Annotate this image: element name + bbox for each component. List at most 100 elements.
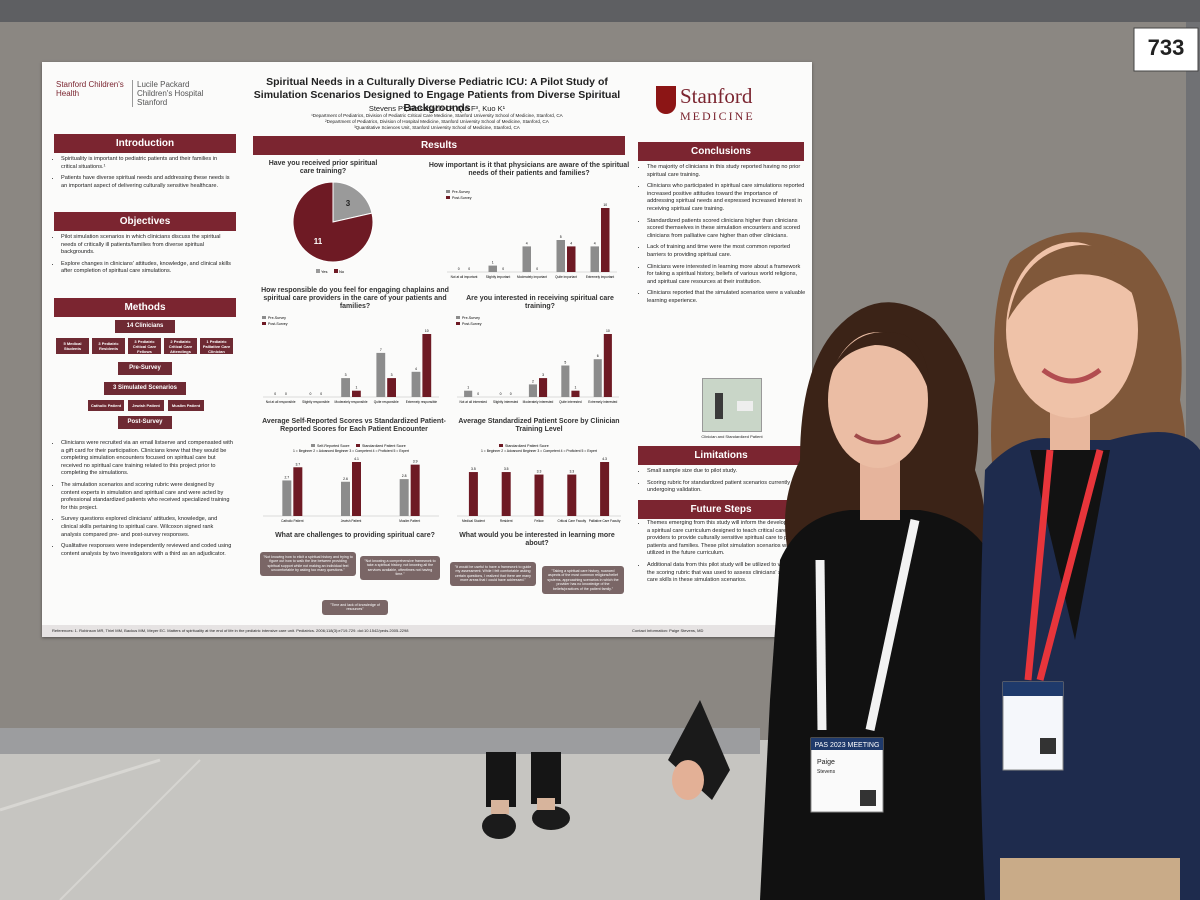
pant-leg bbox=[486, 752, 516, 807]
value-label: 3.5 bbox=[504, 467, 509, 471]
bar bbox=[282, 480, 292, 516]
category-label: Fellow bbox=[534, 519, 544, 523]
section-heading: Results bbox=[253, 136, 625, 155]
value-label: 5 bbox=[564, 361, 566, 365]
category-label: Critical Care Faculty bbox=[557, 519, 586, 523]
bar bbox=[410, 464, 420, 516]
logo-name: Stanford bbox=[680, 84, 753, 108]
bar-chart: 1 = Beginner 2 = Advanced Beginner 3 = C… bbox=[263, 444, 439, 523]
value-label: 0 bbox=[274, 392, 276, 396]
value-label: 0 bbox=[285, 392, 287, 396]
legend-label: No bbox=[339, 269, 345, 274]
bar bbox=[488, 265, 497, 272]
bar bbox=[603, 334, 612, 397]
bullet-list: Themes emerging from this study will inf… bbox=[638, 520, 806, 589]
pie-label: 11 bbox=[314, 237, 323, 246]
value-label: 3.7 bbox=[295, 462, 300, 466]
logo-shield bbox=[656, 86, 676, 114]
value-label: 2.6 bbox=[343, 477, 348, 481]
legend-swatch bbox=[262, 316, 266, 319]
bullet: Scoring rubric for standardized patient … bbox=[647, 480, 806, 495]
value-label: 4 bbox=[570, 241, 572, 245]
quote: "Not knowing how to elicit a spiritual h… bbox=[260, 552, 356, 576]
value-label: 2.7 bbox=[284, 475, 289, 479]
bullet-list: The majority of clinicians in this study… bbox=[638, 164, 806, 310]
category-label: Not at all important bbox=[451, 275, 478, 279]
bullet-list: Spirituality is important to pediatric p… bbox=[52, 156, 234, 194]
legend-swatch bbox=[356, 444, 360, 447]
value-label: 3 bbox=[542, 373, 544, 377]
flow-box: Pre-Survey bbox=[118, 362, 172, 375]
value-label: 1 bbox=[492, 261, 494, 265]
category-label: Not at all responsible bbox=[266, 400, 296, 404]
value-label: 5 bbox=[560, 235, 562, 239]
bar bbox=[571, 390, 580, 397]
legend-label: Post-Survey bbox=[462, 322, 482, 326]
bar bbox=[556, 240, 565, 272]
value-label: 0 bbox=[510, 392, 512, 396]
chart-title: Average Standardized Patient Score by Cl… bbox=[458, 418, 620, 433]
floor-line bbox=[0, 758, 161, 812]
bar bbox=[539, 378, 548, 397]
legend-swatch bbox=[456, 316, 460, 319]
category-label: Moderately important bbox=[517, 275, 547, 279]
flow-group: 3 Pediatric Residents bbox=[92, 338, 125, 354]
bar bbox=[590, 246, 599, 272]
legend-label: Standardized Patient Score bbox=[505, 444, 549, 448]
pie-chart: 3 Yes 11 No bbox=[292, 181, 374, 274]
chart-title: Have you received prior spiritual care t… bbox=[268, 160, 378, 175]
bar bbox=[534, 474, 544, 516]
value-label: 2 bbox=[532, 379, 534, 383]
bullet: Patients have diverse spiritual needs an… bbox=[61, 175, 234, 190]
bar bbox=[352, 462, 361, 516]
bullet: The majority of clinicians in this study… bbox=[647, 164, 806, 179]
floor-line bbox=[59, 759, 201, 900]
affiliation: ¹Department of Pediatrics, Division of P… bbox=[311, 113, 563, 118]
category-label: Extremely important bbox=[586, 275, 614, 279]
bar bbox=[341, 481, 350, 516]
section-heading: Limitations bbox=[638, 446, 804, 465]
bar bbox=[468, 472, 478, 516]
value-label: 0 bbox=[536, 267, 538, 271]
photo-caption: Clinician and Standardized Patient bbox=[701, 434, 763, 439]
legend-swatch bbox=[499, 444, 503, 447]
photo-bed bbox=[737, 401, 753, 411]
affiliations: ¹Department of Pediatrics, Division of P… bbox=[242, 113, 632, 131]
top-beam bbox=[0, 0, 1200, 26]
bullet: The simulation scenarios and scoring rub… bbox=[61, 482, 234, 512]
bullet: Clinicians were interested in learning m… bbox=[647, 264, 806, 287]
category-label: Moderately interested bbox=[523, 400, 554, 404]
category-label: Slightly important bbox=[486, 275, 511, 279]
bullet-list: Clinicians were recruited via an email l… bbox=[52, 440, 234, 562]
bar bbox=[601, 208, 610, 272]
legend-label: Pre-Survey bbox=[462, 316, 480, 320]
bar-chart: Pre-Survey Post-Survey Not at all interest… bbox=[456, 316, 619, 404]
flow-group: 1 Pediatric Palliative Care Clinician bbox=[200, 338, 233, 354]
category-label: Extremely responsible bbox=[406, 400, 438, 404]
bar-chart: Pre-Survey Post-Survey Not at all importan… bbox=[446, 190, 617, 279]
value-label: 6 bbox=[597, 354, 599, 358]
shoe bbox=[532, 806, 570, 830]
value-label: 1 bbox=[575, 386, 577, 390]
category-label: Jewish Patient bbox=[341, 519, 362, 523]
bar bbox=[293, 467, 303, 516]
bullet: Spirituality is important to pediatric p… bbox=[61, 156, 234, 171]
bullet-list: Small sample size due to pilot study. Sco… bbox=[638, 468, 806, 499]
bullet: Additional data from this pilot study wi… bbox=[647, 562, 806, 585]
legend-swatch bbox=[311, 444, 315, 447]
logo-org: Stanford Children's Health bbox=[56, 80, 124, 98]
pie-slice bbox=[292, 181, 374, 263]
chart-title: How important is it that physicians are … bbox=[428, 162, 630, 177]
category-label: Quite responsible bbox=[374, 400, 399, 404]
section-heading: Future Steps bbox=[638, 500, 804, 519]
flow-patient: Muslim Patient bbox=[168, 400, 204, 411]
flow-group: 2 Pediatric Critical Care Attendings bbox=[164, 338, 197, 354]
category-label: Slightly interested bbox=[493, 400, 518, 404]
category-label: Palliative Care Faculty bbox=[589, 519, 621, 523]
bar bbox=[567, 246, 576, 272]
bar bbox=[600, 462, 610, 516]
booth-number: 733 bbox=[1148, 35, 1185, 60]
logo-hospital: Lucile Packard Children's Hospital Stanf… bbox=[132, 80, 212, 107]
bar bbox=[352, 390, 361, 397]
